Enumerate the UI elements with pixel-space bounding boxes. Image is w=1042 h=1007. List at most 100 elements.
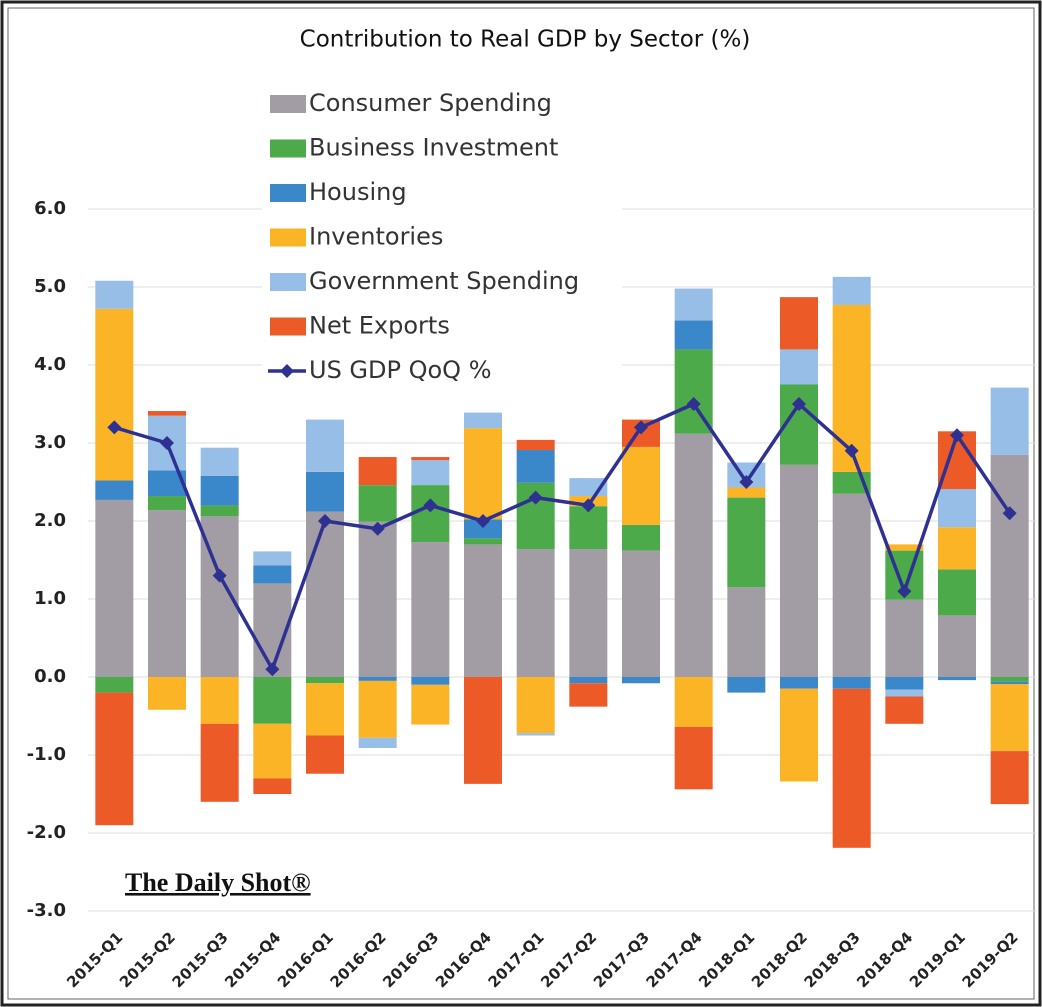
bar-segment [411,542,450,677]
gdp-marker [528,490,543,505]
bar-segment [148,677,186,710]
bar-segment [411,677,450,685]
bar-segment [253,778,292,794]
y-tick-label: 4.0 [34,354,66,375]
bar-segment [464,412,502,429]
bar-segment [832,677,871,689]
gdp-marker [107,420,122,435]
bar-segment [569,506,608,550]
gdp-marker [212,568,227,583]
legend-background [262,82,622,390]
bar-segment [306,683,344,736]
bar-segment [464,677,502,784]
bar-segment [674,433,713,677]
bar-segment [780,297,818,350]
gdp-marker [265,662,280,677]
gdp-marker [318,514,332,528]
legend-label: Consumer Spending [309,89,552,117]
bar-segment [938,677,976,681]
gdp-marker [792,397,806,411]
gdp-marker [581,498,596,513]
y-tick-label: 3.0 [34,432,66,453]
bar-segment [622,524,660,551]
bar-segment [148,411,186,416]
bar-segment [411,457,450,461]
legend-swatch [270,228,306,247]
bar-segment [200,505,239,517]
chart-title: Contribution to Real GDP by Sector (%) [300,27,751,53]
bar-segment [253,551,292,566]
bar-segment [95,308,134,481]
y-tick-label: 2.0 [34,510,66,531]
y-tick-label: 1.0 [34,588,66,609]
bar-segment [674,677,713,727]
lines [107,397,1017,677]
bar-segment [358,485,397,522]
legend-label: Government Spending [309,267,579,295]
bar-segment [516,549,555,677]
bar-segment [200,447,239,476]
bar-segment [780,688,818,782]
bar-segment [780,677,818,689]
gdp-marker [739,475,754,489]
bar-segment [148,496,186,511]
bar-segment [464,428,502,520]
gdp-marker [476,514,490,528]
bar-segment [990,454,1029,677]
bar-segment [990,387,1029,455]
bar-segment [727,587,766,677]
bar-segment [990,751,1029,805]
bar-segment [411,460,450,486]
bar-segment [464,544,502,677]
gdp-marker [1002,506,1017,521]
bar-segment [727,677,766,693]
y-tick-label: -3.0 [27,900,66,921]
bar-segment [674,726,713,790]
bar-segment [569,549,608,677]
bar-segment [306,419,344,472]
legend-swatch [270,95,306,113]
gdp-marker [423,498,438,513]
bar-segment [622,677,660,684]
bar-segment [516,439,555,451]
bar-segment [832,688,871,848]
gdp-marker [686,397,701,411]
bar-segment [306,471,344,512]
bar-segment [306,511,344,677]
bar-segment [95,280,134,309]
bar-segment [200,677,239,724]
bar-segment [885,696,924,724]
y-tick-label: 6.0 [34,198,66,219]
bar-segment [411,684,450,725]
y-tick-label: -1.0 [27,744,66,765]
legend-label: Inventories [309,223,443,251]
bar-segment [358,680,397,738]
gdp-marker [160,436,174,450]
bar-segment [885,689,924,697]
bar-segment [885,677,924,690]
y-tick-label: 5.0 [34,276,66,297]
bar-segment [990,684,1029,752]
bar-segment [464,538,502,545]
bar-segment [516,733,555,736]
legend-label: Business Investment [309,134,558,162]
bar-segment [306,735,344,774]
bar-segment [938,489,976,528]
bar-segment [569,683,608,707]
bar-segment [938,569,976,616]
bar-segment [358,521,397,677]
bar-segment [622,446,660,525]
bar-segment [622,550,660,677]
bar-segment [938,615,976,677]
legend-label: US GDP QoQ % [309,356,492,384]
gdp-marker [844,443,859,458]
legend-swatch [270,317,306,336]
bar-segment [358,737,397,748]
bar-segment [253,723,292,779]
bar-segment [569,677,608,684]
gdp-marker [634,420,648,435]
gdp-marker [370,521,385,536]
gdp-marker [897,584,912,599]
bar-segment [885,599,924,677]
